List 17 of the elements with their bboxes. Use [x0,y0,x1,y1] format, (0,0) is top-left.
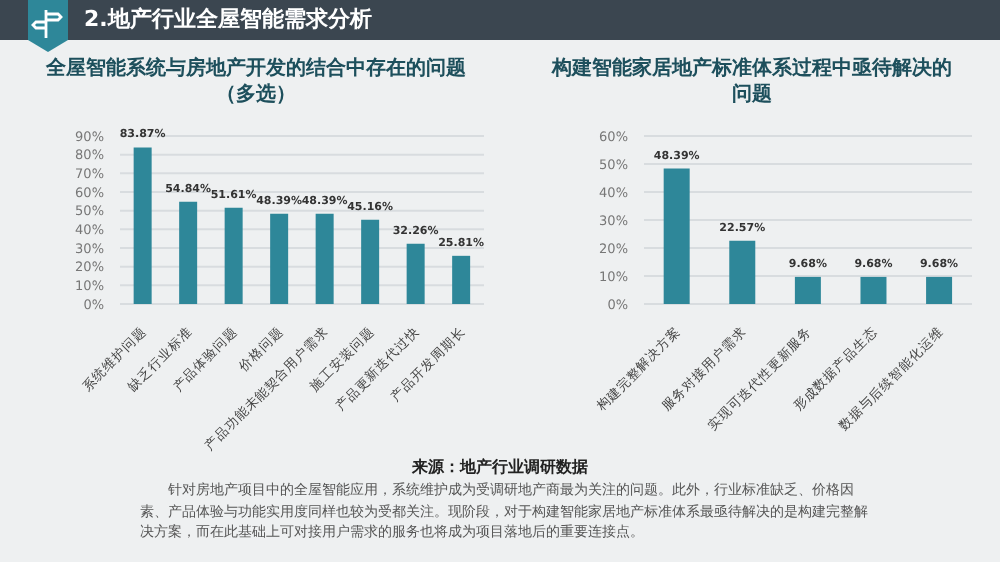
source-note: 来源：地产行业调研数据 [410,456,590,478]
bar [179,201,198,304]
bar [315,213,334,304]
bar [663,168,690,304]
bar [361,219,380,304]
bar [794,276,821,304]
bar [133,147,152,304]
bar [860,276,887,304]
bar [729,240,756,304]
bar [224,207,243,304]
chart-title: 构建智能家居地产标准体系过程中亟待解决的问题 [549,56,954,110]
chart-title: 全屋智能系统与房地产开发的结合中存在的问题（多选） [44,56,468,110]
bar [926,276,953,304]
bar [270,213,289,304]
bar [452,255,471,304]
text: 2.地产行业全屋智能需求分析 [0,0,1000,40]
bar [406,243,425,304]
